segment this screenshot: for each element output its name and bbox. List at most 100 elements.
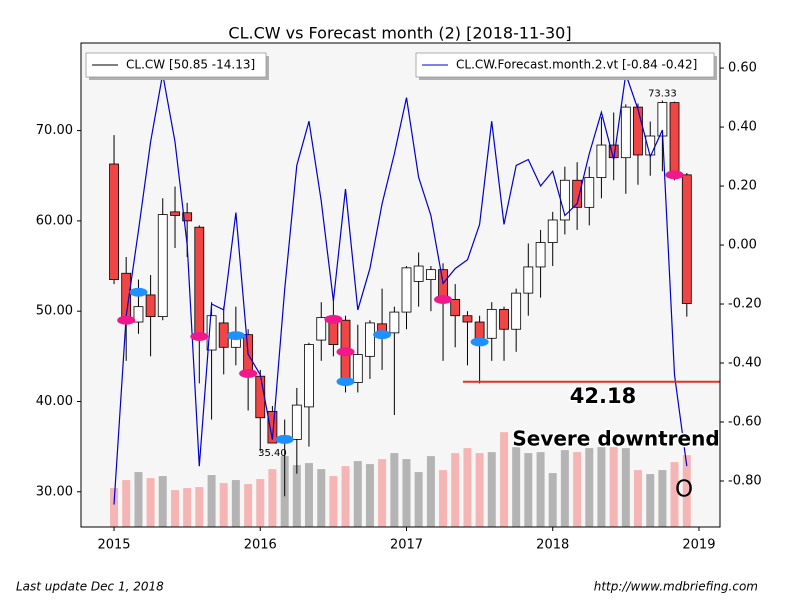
candle-body <box>145 294 156 318</box>
candle-body <box>413 265 424 282</box>
candle-body <box>304 344 314 408</box>
volume-bar <box>633 470 642 527</box>
legend-label: CL.CW [50.85 -14.13] <box>126 58 255 72</box>
x-tick-label: 2015 <box>97 538 130 553</box>
x-tick-label: 2016 <box>244 538 277 553</box>
volume-bar <box>451 453 460 527</box>
volume-bar <box>585 448 594 527</box>
volume-bar <box>500 432 509 527</box>
signal-marker <box>665 170 684 180</box>
volume-bar <box>219 483 228 527</box>
y-tick-label: 50.00 <box>36 304 73 319</box>
volume-bar <box>512 447 521 527</box>
candle-body <box>170 211 180 216</box>
volume-bar <box>256 479 265 527</box>
candle-body <box>511 292 522 330</box>
volume-bar <box>329 476 338 527</box>
signal-marker <box>226 331 245 341</box>
y2-tick-label: -0.80 <box>728 473 762 488</box>
signal-marker <box>434 294 453 304</box>
footer-left: Last update Dec 1, 2018 <box>16 580 164 594</box>
candle-body <box>547 219 558 243</box>
x-tick-label: 2017 <box>390 538 423 553</box>
volume-bar <box>658 470 667 527</box>
volume-bar <box>439 470 448 527</box>
volume-bar <box>621 448 630 527</box>
candle-body <box>218 322 229 348</box>
volume-bar <box>122 480 131 527</box>
plot-frame <box>80 42 721 528</box>
signal-marker <box>324 314 343 324</box>
candle-body <box>633 106 643 156</box>
volume-bar <box>231 480 240 527</box>
low-label: 35.40 <box>258 448 287 459</box>
volume-bar <box>609 447 618 527</box>
volume-bar <box>146 478 155 527</box>
candle-body <box>194 226 205 340</box>
signal-marker <box>129 287 148 297</box>
candle-body <box>584 177 595 208</box>
volume-bar <box>304 463 313 527</box>
volume-bar <box>341 466 350 527</box>
candle-body <box>462 315 473 323</box>
volume-bar <box>463 448 472 527</box>
signal-marker <box>470 337 489 347</box>
y2-tick-label: 0.00 <box>728 238 757 253</box>
y-tick-label: 30.00 <box>36 484 73 499</box>
signal-marker <box>275 434 294 444</box>
candle-body <box>401 267 412 313</box>
candle-body <box>474 321 485 339</box>
x-tick-label: 2019 <box>682 538 715 553</box>
volume-bar <box>317 469 326 527</box>
volume-bar <box>475 453 484 527</box>
candle-body <box>316 317 327 341</box>
volume-bar <box>597 447 606 527</box>
volume-bar <box>524 453 533 527</box>
candle-body <box>109 163 119 280</box>
volume-bar <box>402 459 411 527</box>
volume-bar <box>158 476 167 527</box>
high-label: 73.33 <box>648 89 677 100</box>
volume-bar <box>682 455 691 527</box>
volume-bar <box>548 473 557 527</box>
volume-bar <box>646 474 655 527</box>
volume-bar <box>268 469 277 527</box>
volume-bar <box>183 488 192 527</box>
candle-body <box>206 315 217 351</box>
x-tick-label: 2018 <box>536 538 569 553</box>
y-tick-label: 70.00 <box>36 123 73 138</box>
signal-marker <box>373 330 392 340</box>
candle-body <box>620 106 631 159</box>
legend-label: CL.CW.Forecast.month.2.vt [-0.84 -0.42] <box>456 58 697 72</box>
volume-bar <box>292 465 301 527</box>
candle-body <box>389 311 400 334</box>
candle-body <box>267 411 278 444</box>
y2-tick-label: -0.20 <box>728 297 762 312</box>
volume-bar <box>207 475 216 527</box>
candle-body <box>535 242 546 268</box>
volume-bar <box>426 456 435 527</box>
volume-bar <box>134 472 143 527</box>
y2-tick-label: 0.40 <box>728 120 757 135</box>
candle-body <box>499 308 509 330</box>
marker-text: O <box>675 477 693 503</box>
candle-body <box>291 404 302 440</box>
volume-bar <box>171 490 180 527</box>
candle-body <box>596 144 607 178</box>
y2-tick-label: 0.20 <box>728 179 757 194</box>
forecast-line <box>113 73 688 505</box>
y2-tick-label: -0.40 <box>728 356 762 371</box>
candle-body <box>426 269 436 280</box>
volume-bar <box>110 488 119 527</box>
volume-bar <box>670 462 679 527</box>
volume-bar <box>390 453 399 527</box>
candle-body <box>157 214 168 318</box>
candle-body <box>486 308 497 339</box>
volume-bar <box>244 484 253 527</box>
y-tick-label: 60.00 <box>36 213 73 228</box>
signal-marker <box>239 368 258 378</box>
candle-body <box>133 306 144 323</box>
candle-body <box>450 299 461 317</box>
candle-body <box>182 212 193 222</box>
